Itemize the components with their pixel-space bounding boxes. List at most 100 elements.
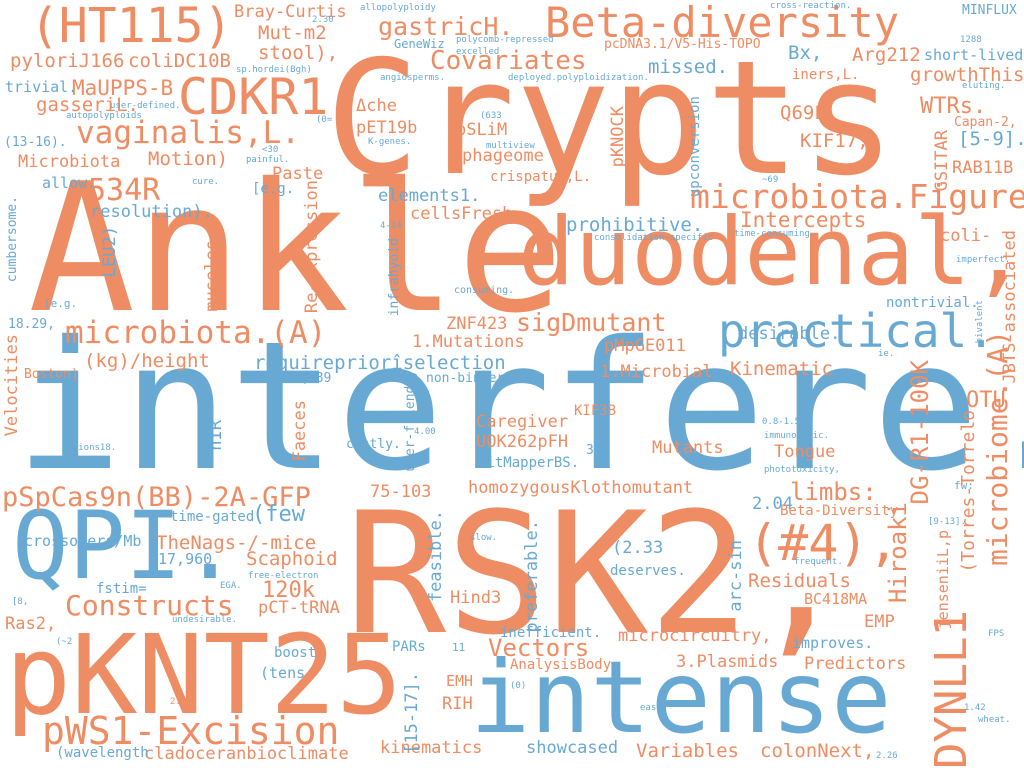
- word-fps: FPS: [988, 629, 1005, 639]
- word-nir: nIR: [206, 420, 226, 451]
- word-multiview: multiview: [486, 141, 535, 151]
- word-mauppsb: MaUPPS-B: [72, 76, 174, 100]
- word-leu2: LEU2): [100, 226, 120, 278]
- word-gsitar: GSITAR: [932, 130, 952, 192]
- word-35: 3.5: [586, 443, 610, 458]
- word-motion: Motion): [148, 148, 229, 170]
- word-otu: OTU: [966, 388, 1006, 413]
- word-rih: RIH: [442, 694, 473, 714]
- word-minflux: MINFLUX: [962, 3, 1017, 18]
- word-preferable: preferable.: [522, 520, 542, 633]
- word-ht115: (HT115): [30, 0, 233, 54]
- word-arg212: Arg212: [852, 44, 921, 66]
- word-arcsin: arc-sin: [726, 540, 746, 612]
- word-hash4: (#4),: [748, 514, 899, 572]
- word-0815: 0.8-1.5: [762, 417, 800, 427]
- word-pylorij166: pyloriJ166: [10, 50, 125, 72]
- word-bc418ma: BC418MA: [804, 590, 868, 608]
- word-requireprior: requirepriorîselection: [254, 352, 506, 374]
- word-crypts: Crypts: [325, 27, 896, 211]
- word-uok262: UOK262pFH: [476, 432, 569, 452]
- word-braycurtis: Bray-Curtis: [234, 2, 347, 22]
- word-nonbinders: non-binders.: [426, 371, 520, 386]
- word-wtrs: WTRs.: [920, 94, 987, 119]
- word-analysisbody: AnalysisBody: [510, 657, 612, 673]
- word-znf423: ZNF423: [446, 314, 508, 334]
- word-mutm2: Mut-m2: [258, 22, 327, 44]
- word-easy: easy.: [640, 703, 668, 713]
- word-fstim: fstim=: [96, 581, 147, 597]
- word-pknt25: pKNT25: [5, 611, 403, 739]
- word-tongue: Tongue: [774, 442, 836, 462]
- word-kif3b: KIF3B: [574, 403, 617, 419]
- word-painful: painful.: [246, 155, 290, 165]
- word-userdefined: user-defined.: [110, 101, 181, 111]
- word-75103: 75-103: [370, 482, 432, 502]
- word-caregiver: Caregiver: [476, 412, 569, 432]
- word-che: Δche: [356, 96, 397, 116]
- word-ankle: Ankle: [28, 145, 564, 352]
- word-practical: practical.: [718, 304, 995, 358]
- word-11: 11: [452, 641, 466, 654]
- word-pspcas9n: pSpCas9n(BB)-2A-GFP: [2, 482, 311, 513]
- word-ie: ie.: [878, 349, 895, 359]
- word-resolution: resolution).: [90, 202, 213, 222]
- word-elements1: elements1.: [378, 186, 481, 206]
- word-growththis: growthThis: [910, 64, 1024, 86]
- word-autopolyploids: autopolyploids: [66, 111, 142, 121]
- word-consuming: consuming.: [454, 285, 515, 296]
- word-jensenii: jenseniiL,p: [934, 530, 952, 630]
- word-shortlived: short-lived: [924, 46, 1024, 64]
- word-pws1: pWS1-Excision: [42, 709, 340, 753]
- word-microbiota-figure: microbiota.Figure: [690, 177, 1024, 216]
- word-regions18: regions18.: [62, 443, 117, 453]
- word-museles: museles: [202, 240, 222, 312]
- word-1829: 18.29,: [8, 317, 55, 332]
- word-tens: (tens: [260, 664, 306, 682]
- word-230: 2.30: [312, 15, 334, 25]
- word-pmpge011: pMpGE011: [604, 336, 686, 356]
- word-534r: 534R: [88, 173, 161, 208]
- word-timegated: time-gated: [170, 509, 255, 525]
- word-reexpression: Re-expression: [302, 180, 322, 314]
- word-microbial: 1.Microbial: [600, 362, 713, 382]
- word-predictors: Predictors: [804, 654, 907, 674]
- word-missed: missed.: [648, 56, 729, 78]
- word-deserves: deserves.: [610, 563, 686, 579]
- word-e1517: [15-17].: [402, 672, 422, 754]
- word-consolidation: consolidation-specific: [594, 233, 714, 243]
- word-qpi: QPI.: [12, 492, 239, 601]
- word-400: 4.00: [414, 427, 436, 437]
- word-angiosperms: angiosperms.: [380, 73, 446, 83]
- word-142: 1.42: [964, 703, 986, 713]
- word-interfere: interfere.: [15, 303, 1024, 510]
- word-dgr1: DG-R1-100K: [906, 360, 934, 505]
- word-deployed: deployed.polyploidization.: [508, 73, 649, 83]
- word-cladoceran: cladoceranbioclimate: [144, 744, 349, 764]
- word-frequent: frequent.: [794, 557, 843, 567]
- word-eluting: eluting.: [962, 81, 1006, 91]
- word-gastrich: gastricH.: [378, 12, 514, 41]
- word-cellsfresh: cellsFresh: [410, 204, 513, 224]
- word-cumbersome: cumbersome.: [5, 196, 20, 283]
- word-e8: [8,: [12, 597, 29, 607]
- word-hind3: Hind3: [450, 588, 502, 608]
- word-mutants: Mutants: [652, 438, 724, 458]
- word-2: (~2: [56, 637, 73, 647]
- word-kgenes: K-genes.: [368, 137, 412, 147]
- word-trivial: trivial.: [5, 78, 78, 96]
- word-69: ~69: [762, 175, 779, 185]
- word-timeconsuming: time-consuming.: [734, 229, 816, 239]
- word-beta-diversity: Beta-diversity: [545, 0, 900, 47]
- word-immunogenic: immunogenic.: [764, 431, 830, 441]
- word-userfriendly: user-friendly: [403, 370, 418, 472]
- word-boston: Boston): [24, 367, 79, 382]
- word-colonnext: colonNext,: [760, 740, 875, 762]
- word-variables: Variables: [636, 740, 739, 762]
- word-improves: improves.: [792, 634, 874, 652]
- word-nontrivial: nontrivial.: [886, 295, 979, 311]
- word-kgheight: (kg)/height: [84, 350, 210, 372]
- word-colidc10b: coliDC10B: [128, 50, 231, 72]
- word-ega: EGA.: [220, 581, 242, 591]
